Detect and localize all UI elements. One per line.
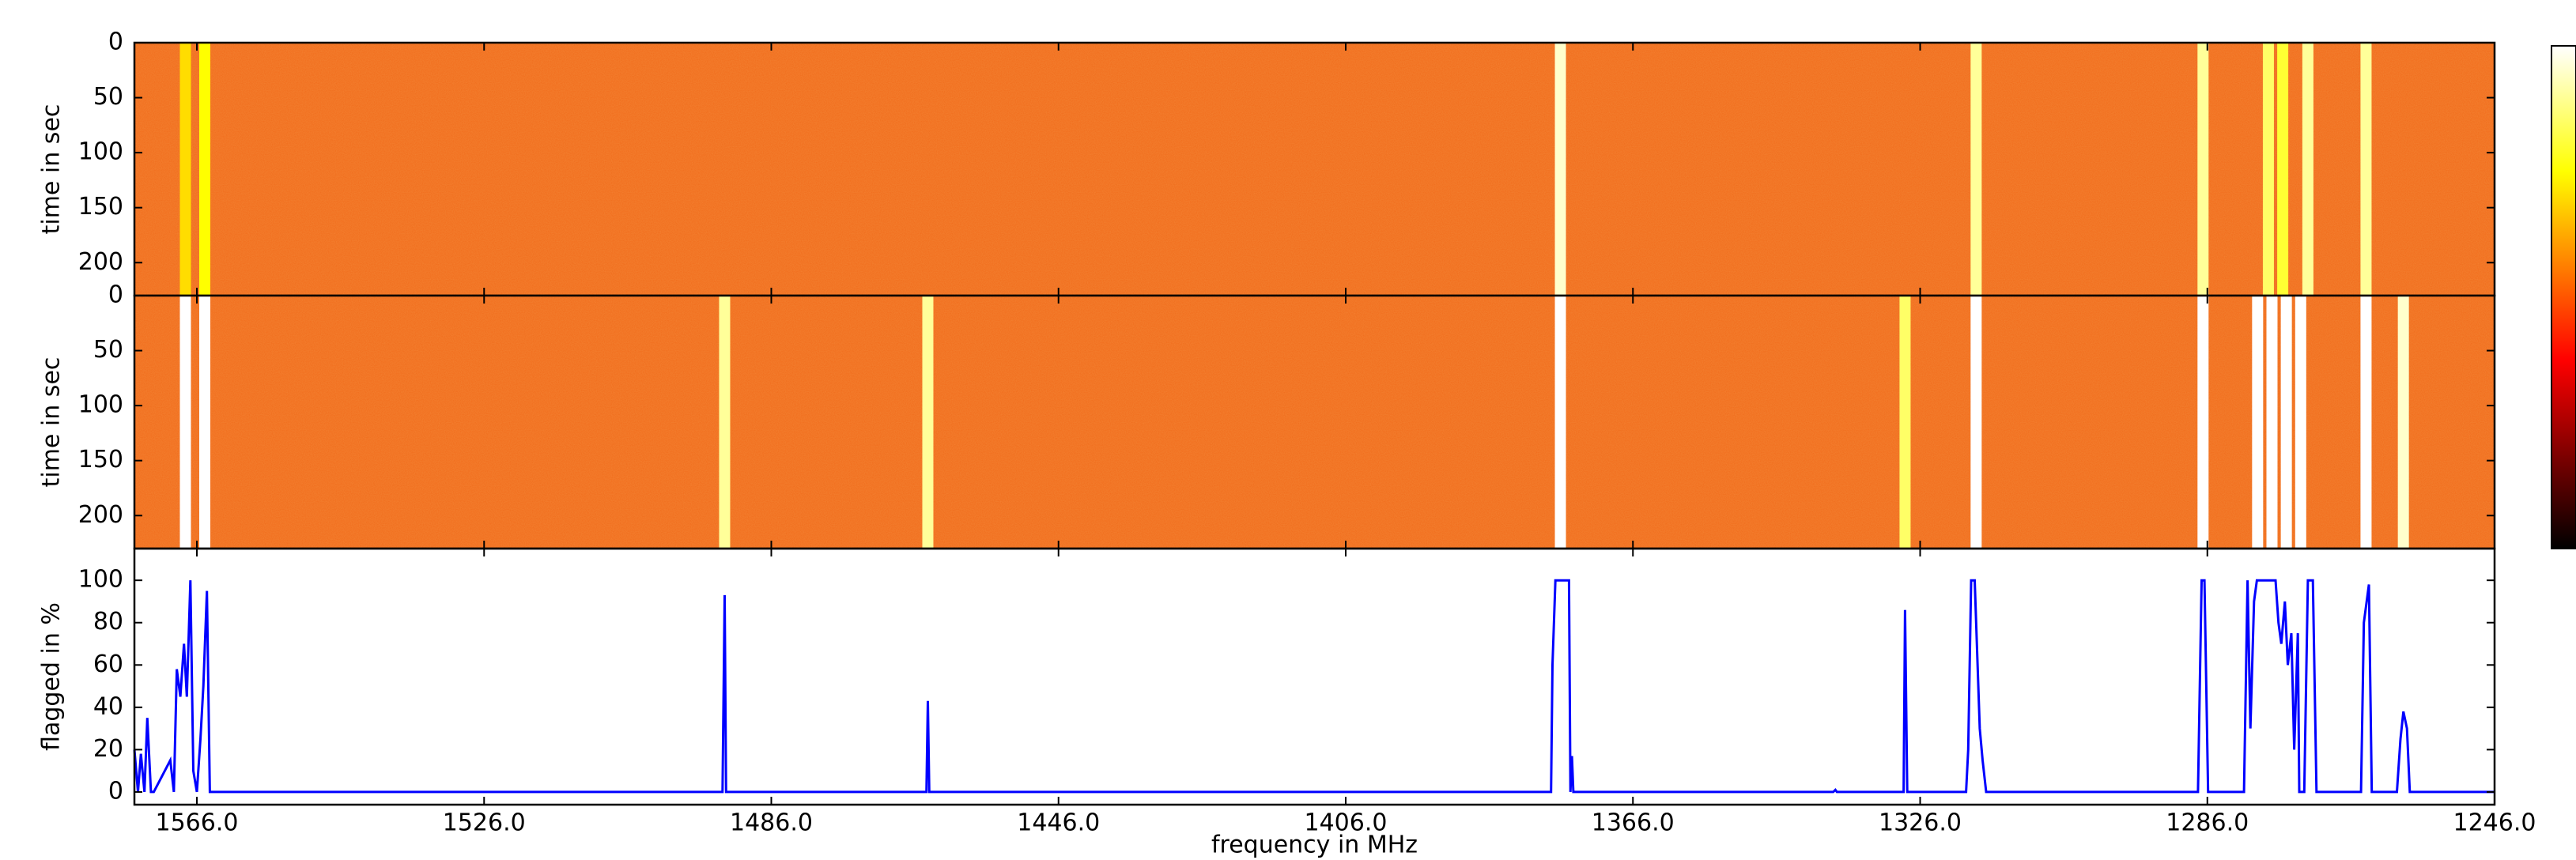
x-axis-label: frequency in MHz	[1211, 832, 1418, 859]
y-tick-label: 80	[93, 608, 123, 636]
y-tick-label: 50	[93, 83, 123, 111]
heatmap-noise	[134, 43, 2495, 296]
heatmap-stripe	[1970, 43, 1982, 296]
flag-line	[133, 579, 2495, 794]
x-tick-label: 1526.0	[443, 809, 526, 837]
panel: 0 50 100 150 200 time in sec	[38, 28, 2496, 297]
heatmap-stripe	[2360, 296, 2372, 549]
x-tick-label: 1326.0	[1879, 809, 1962, 837]
x-tick-label: 1486.0	[730, 809, 813, 837]
y-tick-label: 200	[78, 248, 123, 276]
x-tick-label: 1246.0	[2453, 809, 2536, 837]
y-tick-label: 150	[78, 193, 123, 221]
y-tick-label: 50	[93, 336, 123, 364]
heatmap-stripe	[179, 296, 191, 549]
heatmap-stripe	[2295, 296, 2306, 549]
heatmap-stripe	[2302, 43, 2313, 296]
heatmap-stripe	[1899, 296, 1911, 549]
heatmap-stripe	[2266, 296, 2278, 549]
y-tick-label: 40	[93, 692, 123, 720]
y-tick-label: 200	[78, 501, 123, 529]
y-axis-label: time in sec	[38, 357, 66, 488]
heatmap-stripe	[1554, 43, 1566, 296]
heatmap-stripe	[198, 296, 210, 549]
heatmap-stripe	[2277, 43, 2289, 296]
heatmap-stripe	[2197, 43, 2209, 296]
heatmap-stripe	[922, 296, 934, 549]
x-tick-label: 1566.0	[156, 809, 239, 837]
y-tick-label: 150	[78, 446, 123, 473]
heatmap-stripe	[2397, 296, 2409, 549]
heatmap-stripe	[2280, 296, 2292, 549]
heatmap-stripe	[2360, 43, 2372, 296]
heatmap-noise	[134, 296, 2495, 549]
panel: 0 20 40 60 80 100 1566.0 1526.0 1486.0 1446.0 1406…	[38, 547, 2536, 859]
y-tick-label: 20	[93, 735, 123, 763]
y-tick-label: 100	[78, 391, 123, 419]
y-tick-label: 100	[78, 138, 123, 166]
x-tick-label: 1446.0	[1017, 809, 1100, 837]
y-tick-label: 100	[78, 566, 123, 594]
heatmap-stripe	[2252, 296, 2264, 549]
y-tick-label: 0	[108, 777, 123, 805]
x-tick-label: 1286.0	[2166, 809, 2249, 837]
x-tick-label: 1406.0	[1305, 809, 1388, 837]
y-axis-label: flagged in %	[38, 602, 66, 751]
axes-frame	[133, 547, 2496, 806]
y-tick-label: 0	[108, 281, 123, 309]
heatmap-stripe	[2197, 296, 2209, 549]
heatmap-stripe	[1970, 296, 1982, 549]
heatmap-stripe	[1554, 296, 1566, 549]
panel: 0 50 100 150 200 time in sec	[38, 281, 2496, 550]
heatmap-stripe	[2262, 43, 2274, 296]
y-tick-label: 60	[93, 651, 123, 678]
heatmap-stripe	[179, 43, 191, 296]
y-tick-label: 0	[108, 28, 123, 56]
heatmap-stripe	[719, 296, 731, 549]
y-axis-label: time in sec	[38, 104, 66, 235]
x-tick-label: 1366.0	[1592, 809, 1675, 837]
colorbar	[2551, 45, 2576, 549]
heatmap-stripe	[198, 43, 210, 296]
